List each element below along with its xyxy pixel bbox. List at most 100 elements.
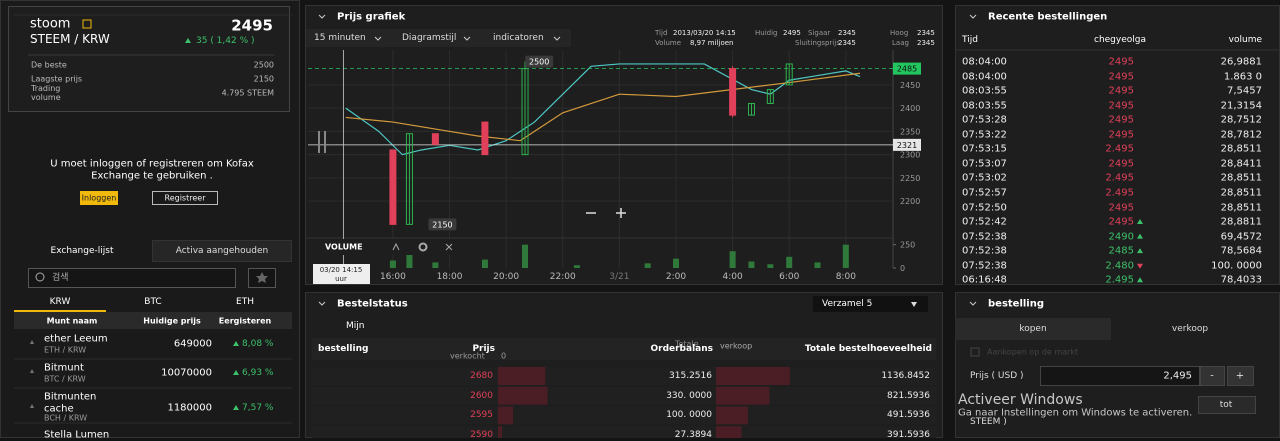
tab[interactable]: verkoop xyxy=(1171,323,1209,334)
trade-price: 2490 xyxy=(1108,230,1134,242)
info-value: 2345 xyxy=(838,38,856,47)
login-label[interactable]: Inloggen xyxy=(81,193,117,203)
trade-price: 2.495 xyxy=(1105,143,1134,155)
total-button[interactable] xyxy=(1198,396,1256,414)
tab[interactable]: kopen xyxy=(1019,323,1047,334)
trade-volume: 69,4572 xyxy=(1220,230,1262,242)
toolbar-item[interactable]: Diagramstijl xyxy=(402,32,457,43)
trade-time: 08:03:55 xyxy=(962,99,1007,111)
register-label[interactable]: Registreer xyxy=(164,193,206,203)
up-arrow xyxy=(233,405,239,410)
buy-tab[interactable] xyxy=(955,318,1111,340)
chevron xyxy=(318,14,326,19)
tooltip-time: 03/20 14:15 xyxy=(319,265,363,274)
trend-arrow xyxy=(1137,248,1143,254)
trade-price: 2.480 xyxy=(1105,259,1134,271)
trade-volume: 28,8811 xyxy=(1220,216,1262,228)
total-label[interactable]: tot xyxy=(1219,399,1233,410)
chevron xyxy=(318,301,326,306)
volume-bar xyxy=(573,265,580,268)
row-bg xyxy=(312,426,936,438)
tab[interactable]: Exchange-lijst xyxy=(50,245,114,256)
panel-title: bestelling xyxy=(988,298,1045,310)
up-arrow xyxy=(233,370,239,375)
coin-change: 8,08 % xyxy=(242,338,274,349)
plus-label[interactable]: + xyxy=(1235,370,1245,382)
tab-inactive[interactable] xyxy=(152,240,292,262)
candle-body xyxy=(431,133,439,145)
search-box[interactable] xyxy=(28,268,236,288)
select-label[interactable]: Verzamel 5 xyxy=(822,298,873,309)
trade-volume: 78,4033 xyxy=(1220,274,1262,286)
external-link-icon xyxy=(82,19,92,29)
trade-time: 08:03:55 xyxy=(962,85,1007,97)
register-button[interactable] xyxy=(152,191,218,205)
trade-time: 07:52:38 xyxy=(962,245,1007,257)
stat-value: 2150 xyxy=(253,74,274,84)
coin-name: Stella Lumen xyxy=(44,429,110,441)
price-tag-label: 2485 xyxy=(897,65,917,74)
y-tick-label: 2300 xyxy=(900,151,920,160)
close-icon xyxy=(445,243,453,251)
trade-price: 2495 xyxy=(1108,99,1134,111)
y-tick-label: 2400 xyxy=(900,104,920,113)
trade-volume: 7,5457 xyxy=(1227,85,1262,97)
coin-pair: BTC / KRW xyxy=(44,374,86,384)
tab[interactable]: Activa aangehouden xyxy=(175,245,269,256)
price-input[interactable] xyxy=(1040,366,1200,386)
trade-volume: 28,8511 xyxy=(1220,201,1262,213)
market-tab[interactable]: BTC xyxy=(144,296,162,307)
info-label: Hoog xyxy=(890,28,909,37)
volume-bar xyxy=(672,258,679,268)
volume-bar xyxy=(767,264,774,268)
column-header xyxy=(14,312,292,329)
trade-time: 07:53:02 xyxy=(962,172,1007,184)
star xyxy=(30,340,34,344)
y-tick-label: 2450 xyxy=(900,81,920,90)
field-label: Prijs ( USD ) xyxy=(970,370,1024,381)
star xyxy=(30,369,34,373)
volume-bar xyxy=(842,244,849,268)
info-label: Sluitingsprijs xyxy=(795,38,840,47)
toolbar-item[interactable]: 15 minuten xyxy=(314,32,366,43)
pair: STEEM / KRW xyxy=(30,32,110,47)
info-value: 2345 xyxy=(838,28,856,37)
volume-bar xyxy=(406,249,413,268)
order-quantity: 315.2516 xyxy=(669,370,712,381)
tab[interactable]: Mijn xyxy=(346,320,365,331)
depth-bar xyxy=(716,406,748,425)
chevron xyxy=(374,36,382,41)
market-tab[interactable]: ETH xyxy=(236,296,254,307)
volume-bar xyxy=(814,262,821,268)
group-select[interactable] xyxy=(813,296,928,312)
minus-button[interactable] xyxy=(1200,366,1225,386)
volume-bar xyxy=(644,263,651,268)
info-label: Laag xyxy=(892,38,909,47)
minus-label[interactable]: - xyxy=(1210,370,1214,382)
order-total: 491.5936 xyxy=(887,410,930,421)
trend-arrow xyxy=(1137,277,1143,283)
star xyxy=(30,404,34,408)
depth-bar xyxy=(498,406,513,425)
info-value: 8,97 miljoen xyxy=(690,38,734,47)
star-icon xyxy=(256,272,268,283)
stat-label: Laagste prijs xyxy=(31,74,83,84)
coin-change: 7,57 % xyxy=(242,402,274,413)
login-button[interactable] xyxy=(80,191,118,205)
price-tag xyxy=(893,62,921,75)
column-header: Munt naam xyxy=(46,316,98,326)
volume-bar xyxy=(432,262,439,268)
column-header: Eergisteren xyxy=(218,316,272,326)
plus-button[interactable] xyxy=(1227,366,1254,386)
market-tab[interactable]: KRW xyxy=(49,296,71,307)
chevron xyxy=(553,36,561,41)
tooltip-unit: uur xyxy=(335,274,347,283)
up-icon xyxy=(392,242,400,251)
order-price: 2595 xyxy=(470,410,493,421)
trade-price: 2495 xyxy=(1108,201,1134,213)
coin-pair: BCH / KRW xyxy=(44,413,88,423)
toolbar-item[interactable]: indicatoren xyxy=(493,32,544,43)
coin-name: stoom xyxy=(30,16,71,32)
trade-time: 08:04:00 xyxy=(962,56,1007,68)
